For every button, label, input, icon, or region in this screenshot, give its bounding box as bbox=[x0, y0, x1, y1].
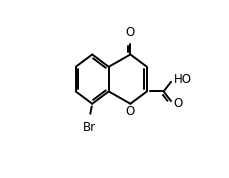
Text: Br: Br bbox=[82, 121, 95, 134]
Text: O: O bbox=[173, 97, 182, 110]
Text: HO: HO bbox=[173, 73, 191, 86]
Text: O: O bbox=[125, 26, 134, 39]
Text: O: O bbox=[125, 105, 134, 118]
